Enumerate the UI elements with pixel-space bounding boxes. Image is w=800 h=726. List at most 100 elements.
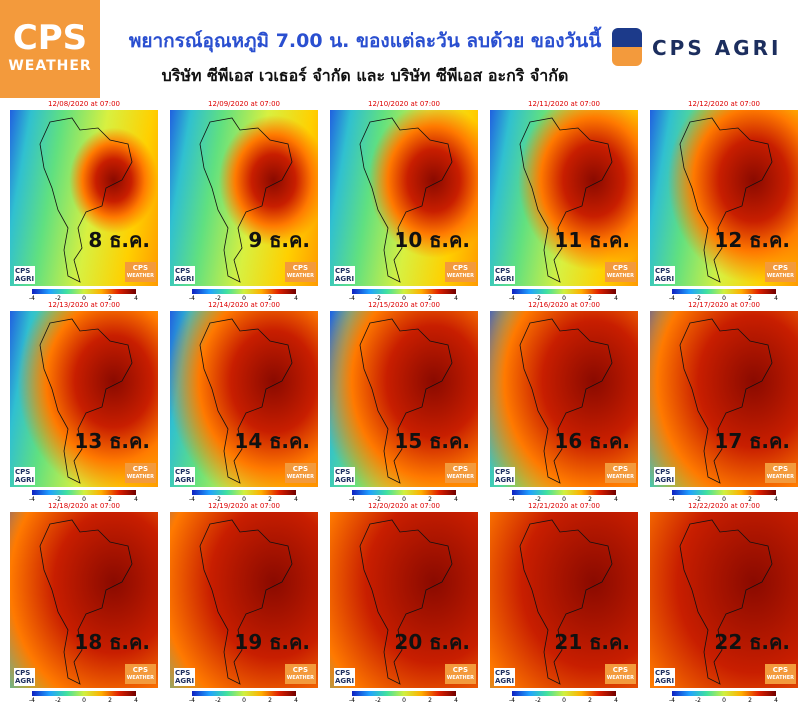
panel-logo-right-text: WEATHER bbox=[766, 474, 794, 480]
panel-day: 9 ธ.ค. bbox=[248, 228, 310, 252]
colorbar-tick-label: 4 bbox=[774, 697, 778, 704]
border bbox=[199, 519, 293, 685]
colorbar-tick-label: -2 bbox=[215, 295, 221, 302]
border bbox=[39, 519, 133, 685]
panel-logo-left-text: CPS bbox=[335, 468, 351, 476]
colorbar-tick-label: 2 bbox=[108, 295, 112, 302]
colorbar-tick-label: 2 bbox=[268, 697, 272, 704]
map-panel: 12/09/2020 at 07:00 9 ธ.ค. CPS AGRI CPS WEATH… bbox=[170, 100, 318, 302]
panel-logo-right-text: CPS bbox=[772, 264, 789, 272]
panel-logo-left: CPS AGRI bbox=[14, 266, 36, 284]
panel-logo-right: CPS WEATHER bbox=[764, 664, 796, 684]
panel-logo-right-text: CPS bbox=[132, 264, 149, 272]
panel-logo-right-text: CPS bbox=[292, 666, 309, 674]
panel-logo-right-text: WEATHER bbox=[126, 675, 154, 681]
panel-logo-left: CPS AGRI bbox=[494, 266, 516, 284]
colorbar-tick-label: 4 bbox=[614, 496, 618, 503]
colorbar-tick-label: 2 bbox=[268, 496, 272, 503]
panel-logo-right-text: WEATHER bbox=[446, 273, 474, 279]
panel-logo-right: CPS WEATHER bbox=[604, 664, 636, 684]
colorbar-tick-label: 2 bbox=[108, 697, 112, 704]
temperature-map bbox=[10, 110, 158, 286]
panel-date: 12/14/2020 at 07:00 bbox=[207, 301, 280, 309]
country-outline bbox=[519, 519, 613, 685]
colorbar-tick-label: 4 bbox=[294, 295, 298, 302]
temperature-map bbox=[650, 311, 798, 487]
map-panel: 12/22/2020 at 07:00 22 ธ.ค. CPS AGRI CPS WEAT… bbox=[650, 502, 798, 704]
colorbar-tick-label: -4 bbox=[189, 496, 195, 503]
colorbar-tick-label: 0 bbox=[82, 496, 86, 503]
colorbar-tick-label: 2 bbox=[108, 496, 112, 503]
colorbar-tick-label: -2 bbox=[215, 697, 221, 704]
panel-logo-left: CPS AGRI bbox=[494, 668, 516, 686]
panel-date: 12/18/2020 at 07:00 bbox=[47, 502, 120, 510]
colorbar-tick-label: -4 bbox=[29, 295, 35, 302]
panel-logo-right-text: WEATHER bbox=[606, 273, 634, 279]
panel-logo-left-text: AGRI bbox=[495, 275, 515, 283]
country-outline bbox=[359, 318, 453, 484]
panel-logo-right: CPS WEATHER bbox=[284, 664, 316, 684]
colorbar bbox=[512, 691, 616, 696]
colorbar bbox=[672, 490, 776, 495]
country-outline bbox=[359, 117, 453, 283]
panel-logo-left-text: AGRI bbox=[335, 275, 355, 283]
panel-logo-right: CPS WEATHER bbox=[284, 262, 316, 282]
panel-date: 12/11/2020 at 07:00 bbox=[527, 100, 600, 108]
panel-date: 12/08/2020 at 07:00 bbox=[47, 100, 120, 108]
colorbar-tick-label: -2 bbox=[55, 496, 61, 503]
panel-logo-left-text: AGRI bbox=[175, 275, 195, 283]
country-outline bbox=[519, 318, 613, 484]
country-outline bbox=[679, 117, 773, 283]
panel-logo-right-text: CPS bbox=[132, 465, 149, 473]
panel-logo-right-text: WEATHER bbox=[606, 474, 634, 480]
colorbar-tick-label: -2 bbox=[375, 697, 381, 704]
map-panel: 12/18/2020 at 07:00 18 ธ.ค. CPS AGRI CPS WEAT… bbox=[10, 502, 158, 704]
border bbox=[39, 318, 133, 484]
country-outline bbox=[199, 117, 293, 283]
panel-logo-left-text: CPS bbox=[175, 669, 191, 677]
border bbox=[39, 117, 133, 283]
panel-day: 21 ธ.ค. bbox=[554, 630, 630, 654]
temperature-map bbox=[650, 110, 798, 286]
panel-logo-right: CPS WEATHER bbox=[444, 463, 476, 483]
temperature-map bbox=[490, 110, 638, 286]
border bbox=[679, 519, 773, 685]
colorbar-tick-label: 0 bbox=[82, 295, 86, 302]
temperature-map bbox=[170, 512, 318, 688]
colorbar-tick-label: -2 bbox=[55, 697, 61, 704]
panel-logo-left-text: AGRI bbox=[495, 476, 515, 484]
colorbar bbox=[352, 289, 456, 294]
panel-logo-left-text: CPS bbox=[175, 468, 191, 476]
colorbar-tick-label: -4 bbox=[29, 697, 35, 704]
panel-logo-left-text: CPS bbox=[15, 669, 31, 677]
map-panel: 12/10/2020 at 07:00 10 ธ.ค. CPS AGRI CPS WEAT… bbox=[330, 100, 478, 302]
panel-logo-right-text: CPS bbox=[612, 666, 629, 674]
panel-date: 12/15/2020 at 07:00 bbox=[367, 301, 440, 309]
map-panel: 12/14/2020 at 07:00 14 ธ.ค. CPS AGRI CPS WEAT… bbox=[170, 301, 318, 503]
panel-logo-left: CPS AGRI bbox=[334, 467, 356, 485]
panel-date: 12/20/2020 at 07:00 bbox=[367, 502, 440, 510]
border bbox=[519, 117, 613, 283]
panel-day: 12 ธ.ค. bbox=[714, 228, 790, 252]
colorbar-tick-label: 4 bbox=[614, 295, 618, 302]
panel-logo-left: CPS AGRI bbox=[334, 266, 356, 284]
panel-logo-right-text: WEATHER bbox=[126, 474, 154, 480]
logo-right-icon bbox=[612, 28, 642, 66]
panel-logo-left-text: AGRI bbox=[175, 476, 195, 484]
temperature-map bbox=[10, 311, 158, 487]
panel-logo-right-text: CPS bbox=[772, 666, 789, 674]
colorbar bbox=[672, 691, 776, 696]
border bbox=[359, 318, 453, 484]
panel-logo-right-text: WEATHER bbox=[446, 675, 474, 681]
colorbar-tick-label: 4 bbox=[134, 697, 138, 704]
panel-logo-left-text: CPS bbox=[655, 669, 671, 677]
colorbar-tick-label: 0 bbox=[722, 697, 726, 704]
colorbar-tick-label: 0 bbox=[82, 697, 86, 704]
map-panel: 12/12/2020 at 07:00 12 ธ.ค. CPS AGRI CPS WEAT… bbox=[650, 100, 798, 302]
colorbar-tick-label: 4 bbox=[134, 496, 138, 503]
panel-logo-left-text: CPS bbox=[15, 267, 31, 275]
country-outline bbox=[679, 318, 773, 484]
border bbox=[519, 519, 613, 685]
colorbar-tick-label: -2 bbox=[55, 295, 61, 302]
